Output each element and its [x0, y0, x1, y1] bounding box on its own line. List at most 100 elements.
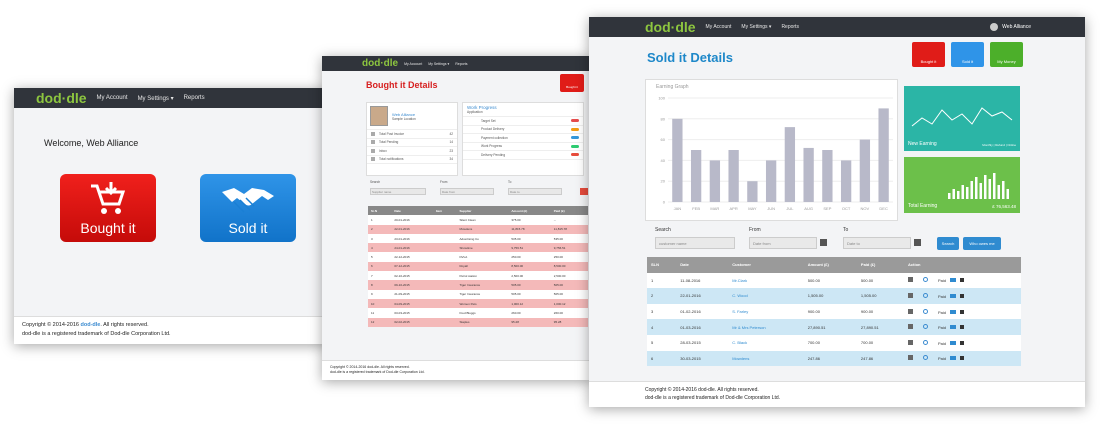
- my-money-button[interactable]: My Money: [990, 42, 1023, 67]
- refresh-icon[interactable]: [923, 339, 929, 345]
- print-icon[interactable]: [908, 339, 914, 345]
- calendar-icon[interactable]: [820, 239, 827, 246]
- table-cell: 1,505.00: [807, 293, 824, 299]
- table-row[interactable]: 11 03-03-2015 Fred Bloggs 260.00 260.00: [368, 308, 588, 318]
- bar-aug[interactable]: [803, 147, 814, 202]
- edit-icon[interactable]: [960, 356, 965, 361]
- spark-bar: [961, 185, 964, 199]
- print-icon[interactable]: [908, 277, 914, 283]
- table-row[interactable]: 10 04-09-2015 Women Pets 1,000.12 1,000.12: [368, 298, 588, 309]
- bought-it-label: Bought it: [80, 220, 136, 236]
- handshake-icon[interactable]: [950, 356, 957, 361]
- brand-logo[interactable]: dod·dle: [362, 58, 399, 69]
- edit-icon[interactable]: [960, 340, 965, 345]
- sold-it-button[interactable]: Sold it: [200, 174, 296, 242]
- refresh-icon[interactable]: [923, 355, 929, 361]
- table-row[interactable]: 2 22-01-2016 Mowdens 11,815.78 11,815.78: [368, 224, 588, 234]
- table-cell: 8: [371, 283, 373, 288]
- monthly-label: Monthly: [982, 143, 993, 147]
- edit-icon[interactable]: [960, 325, 965, 330]
- handshake-icon[interactable]: [950, 278, 957, 283]
- bar-jan[interactable]: [672, 118, 683, 202]
- search-button[interactable]: [580, 188, 588, 195]
- bar-oct[interactable]: [840, 160, 852, 202]
- print-icon[interactable]: [908, 292, 914, 298]
- customer-search-input[interactable]: customer name: [655, 237, 735, 249]
- table-cell: 11-08-2016: [680, 277, 701, 283]
- x-tick-label: FEB: [692, 206, 700, 211]
- who-owes-me-button[interactable]: Who owes me: [963, 237, 1001, 250]
- refresh-icon[interactable]: [923, 292, 929, 298]
- refresh-icon[interactable]: [923, 277, 929, 283]
- brand-logo[interactable]: dod·dle: [36, 90, 87, 106]
- table-cell: 375.00: [511, 217, 521, 222]
- nav-my-account[interactable]: My Account: [705, 24, 732, 30]
- handshake-icon[interactable]: [950, 340, 957, 345]
- table-row[interactable]: 7 02-10-2015 Petrol station 2,500.00 2,500.0…: [368, 271, 588, 281]
- edit-icon[interactable]: [960, 293, 965, 298]
- table-row[interactable]: 6 07-12-2015 Royall 8,500.00 8,500.00: [368, 261, 588, 272]
- nav-my-account[interactable]: My Account: [404, 61, 423, 66]
- edit-icon[interactable]: [960, 278, 965, 283]
- sold-it-button[interactable]: Sold it: [951, 42, 984, 67]
- bar-nov[interactable]: [859, 139, 871, 202]
- table-row[interactable]: 3 23-01-2016 Advertising Co 535.00 535.00: [368, 233, 588, 244]
- table-cell: [433, 308, 457, 317]
- bar-may[interactable]: [747, 181, 758, 202]
- date-to-input[interactable]: Date to: [843, 237, 911, 249]
- table-row[interactable]: 5 28-03-2015 C. Black 700.00 700.00 Paid: [647, 334, 1021, 351]
- table-cell: Tiger Insurance: [459, 292, 481, 297]
- table-row[interactable]: 1 20-01-2016 Silent Clean 375.00 --: [368, 215, 588, 225]
- table-row[interactable]: 8 09-10-2015 Tiger Insurance 505.00 505.00: [368, 280, 588, 290]
- bar-jun[interactable]: [765, 160, 777, 202]
- nav-my-account[interactable]: My Account: [96, 95, 128, 101]
- table-row[interactable]: 4 01-03-2016 Mr & Mrs Peterson 27,890.51 27,…: [647, 319, 1021, 335]
- table-row[interactable]: 4 24-01-2016 Showtime 9,756.51 9,756.51: [368, 243, 588, 253]
- brand-logo[interactable]: dod·dle: [645, 19, 696, 35]
- search-button[interactable]: Search: [937, 237, 959, 250]
- nav-my-settings[interactable]: My Settings ▾: [428, 61, 450, 66]
- handshake-icon[interactable]: [950, 325, 957, 330]
- table-row[interactable]: 12 02-02-2015 Staples 95.28 95.28: [368, 317, 588, 327]
- bar-sep[interactable]: [822, 150, 833, 202]
- bar-jul[interactable]: [784, 127, 796, 202]
- calendar-icon[interactable]: [914, 239, 921, 246]
- print-icon[interactable]: [908, 355, 914, 361]
- bought-it-button[interactable]: Bought it: [560, 74, 584, 92]
- table-row[interactable]: 1 11-08-2016 Mr.Clark 500.00 500.00 Paid: [647, 272, 1021, 289]
- nav-reports[interactable]: Reports: [781, 24, 799, 30]
- edit-icon[interactable]: [960, 309, 965, 314]
- nav-reports[interactable]: Reports: [455, 61, 468, 66]
- table-row[interactable]: 9 21-09-2015 Tiger Insurance 505.00 505.00: [368, 289, 588, 299]
- print-icon[interactable]: [908, 308, 914, 314]
- stat-icon: [371, 131, 375, 136]
- table-row[interactable]: 2 22-01-2016 C. Wood 1,505.00 1,505.00 Paid: [647, 288, 1021, 304]
- stat-icon: [371, 140, 375, 145]
- nav-my-settings[interactable]: My Settings ▾: [137, 95, 174, 102]
- bar-dec[interactable]: [878, 108, 889, 202]
- bar-mar[interactable]: [709, 160, 721, 202]
- bought-it-button[interactable]: Bought it: [60, 174, 156, 242]
- table-row[interactable]: 5 22-12-2015 DVLA 250.00 250.00: [368, 252, 588, 262]
- bar-apr[interactable]: [728, 150, 739, 202]
- handshake-icon[interactable]: [950, 309, 957, 314]
- supplier-search-input[interactable]: Supplier name: [370, 188, 426, 195]
- table-cell: 700.00: [860, 340, 874, 346]
- nav-reports[interactable]: Reports: [183, 95, 205, 101]
- table-cell: 22-01-2016: [394, 227, 410, 232]
- bar-feb[interactable]: [690, 150, 702, 202]
- date-from-input[interactable]: Date from: [749, 237, 817, 249]
- handshake-icon[interactable]: [950, 293, 957, 298]
- print-icon[interactable]: [908, 324, 914, 330]
- footer-brand-link[interactable]: dod-dle: [80, 322, 101, 328]
- table-row[interactable]: 3 01-02-2016 S. Farley 900.00 900.00 Paid: [647, 303, 1021, 320]
- refresh-icon[interactable]: [923, 324, 929, 330]
- nav-my-settings[interactable]: My Settings ▾: [741, 24, 772, 30]
- table-row[interactable]: 6 30-03-2015 Mowdens 247.86 247.86 Paid: [647, 350, 1021, 367]
- bought-it-button[interactable]: Bought it: [912, 42, 945, 67]
- date-from-input[interactable]: Date from: [440, 188, 494, 195]
- progress-row: Product Delivery: [463, 126, 583, 134]
- date-to-input[interactable]: Date to: [508, 188, 562, 195]
- refresh-icon[interactable]: [923, 308, 929, 314]
- user-menu[interactable]: Web Alliance: [990, 23, 1031, 31]
